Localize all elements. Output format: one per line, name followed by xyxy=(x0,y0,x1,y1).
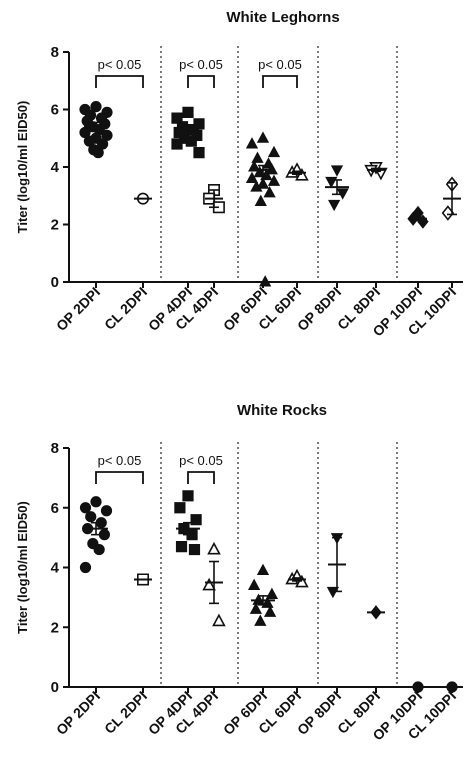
data-point xyxy=(212,613,226,627)
data-point xyxy=(175,540,188,553)
y-axis-label: Titer (log10/ml EID50) xyxy=(15,501,30,634)
data-point xyxy=(249,602,263,614)
y-tick-label: 4 xyxy=(51,159,60,176)
data-point xyxy=(247,578,261,590)
panel-white-rocks: White Rocks Titer (log10/ml EID50) 0 2 4 6 8 OP… xyxy=(15,402,463,744)
significance-label: p< 0.05 xyxy=(179,453,223,468)
data-point xyxy=(202,577,216,591)
data-point xyxy=(254,194,267,207)
data-point xyxy=(250,180,263,192)
y-tick-label: 6 xyxy=(51,500,59,517)
data-point xyxy=(267,174,281,186)
data-point xyxy=(207,541,221,555)
significance-label: p< 0.05 xyxy=(179,57,223,72)
significance-bracket xyxy=(95,471,144,484)
data-point xyxy=(193,147,205,159)
x-tick-label: CL 2DPI xyxy=(101,688,150,737)
data-point xyxy=(85,511,97,523)
significance-bracket xyxy=(187,75,215,88)
significance-bracket xyxy=(95,75,144,88)
data-point xyxy=(267,145,281,158)
y-tick-label: 2 xyxy=(51,217,59,234)
data-point xyxy=(263,186,276,198)
data-point xyxy=(328,199,341,212)
y-tick-label: 6 xyxy=(51,102,59,119)
chart-title: White Rocks xyxy=(237,402,327,419)
significance-bracket xyxy=(262,75,298,88)
data-point xyxy=(90,496,102,508)
data-point xyxy=(190,514,202,526)
data-point xyxy=(90,101,102,113)
y-tick-label: 8 xyxy=(51,44,59,61)
significance-label: p< 0.05 xyxy=(98,57,142,72)
data-point xyxy=(256,131,270,143)
data-point xyxy=(330,165,344,177)
x-tick-label: OP 8DPI xyxy=(294,284,344,334)
x-tick-label: CL 2DPI xyxy=(101,284,150,333)
data-point xyxy=(325,176,338,189)
data-point xyxy=(174,502,186,514)
data-point xyxy=(171,138,183,150)
y-tick-label: 0 xyxy=(51,679,59,696)
significance-label: p< 0.05 xyxy=(258,57,302,72)
data-point xyxy=(256,177,270,189)
y-tick-label: 2 xyxy=(51,619,59,636)
data-point xyxy=(251,151,264,163)
y-tick-label: 4 xyxy=(51,560,60,577)
data-point xyxy=(265,587,279,599)
data-point xyxy=(182,490,194,502)
data-point xyxy=(254,614,267,626)
data-point xyxy=(79,502,92,514)
data-point xyxy=(188,543,201,556)
y-tick-label: 8 xyxy=(51,440,59,457)
y-tick-label: 0 xyxy=(51,274,59,291)
data-point xyxy=(92,147,104,159)
data-point xyxy=(93,543,105,556)
data-point xyxy=(259,275,272,287)
data-point xyxy=(326,586,340,599)
significance-label: p< 0.05 xyxy=(98,453,142,468)
data-point xyxy=(245,171,259,184)
panel-white-leghorns: White Leghorns Titer (log10/ml EID50) 0 2 4 6… xyxy=(15,9,463,340)
significance-bracket xyxy=(187,471,215,484)
data-point xyxy=(263,605,277,617)
x-tick-label: OP 2DPI xyxy=(53,688,103,738)
data-point xyxy=(185,135,197,147)
y-axis-label: Titer (log10/ml EID50) xyxy=(15,101,30,234)
data-point xyxy=(100,505,113,517)
data-point xyxy=(182,106,194,118)
data-point xyxy=(256,563,270,576)
data-point xyxy=(79,561,92,574)
x-tick-label: OP 2DPI xyxy=(53,284,103,334)
chart-title: White Leghorns xyxy=(226,9,339,26)
x-tick-label: OP 8DPI xyxy=(294,688,344,738)
data-point xyxy=(248,160,261,172)
data-point xyxy=(245,137,259,149)
